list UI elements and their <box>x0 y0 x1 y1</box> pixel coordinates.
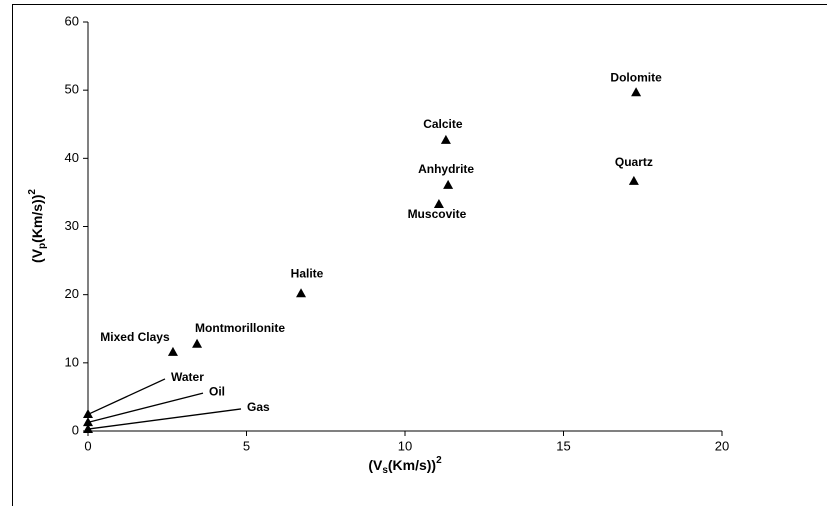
x-tick-label: 20 <box>715 438 729 453</box>
y-tick-label: 50 <box>65 82 79 97</box>
point <box>443 179 454 189</box>
point <box>192 338 203 348</box>
x-tick-label: 5 <box>243 438 250 453</box>
y-tick-label: 60 <box>65 13 79 28</box>
y-tick-label: 10 <box>65 354 79 369</box>
point <box>433 199 444 209</box>
point <box>83 423 93 433</box>
point <box>167 346 178 356</box>
leader-line <box>88 378 166 415</box>
x-tick-label: 15 <box>556 438 570 453</box>
point-label: Water <box>171 370 204 384</box>
x-tick-label: 0 <box>84 438 91 453</box>
y-tick-label: 30 <box>65 218 79 233</box>
x-label-part: (Km/s)) <box>388 457 436 473</box>
y-label-sup: 2 <box>27 189 38 195</box>
x-label-part: (V <box>368 457 383 473</box>
point-label: Halite <box>291 266 324 280</box>
point-label: Anhydrite <box>418 162 474 176</box>
y-tick-label: 0 <box>72 422 79 437</box>
leader-line <box>88 408 242 430</box>
y-label-sub: p <box>37 243 48 249</box>
leader-line <box>88 392 204 423</box>
y-label-part: (Km/s)) <box>29 195 45 243</box>
point-label: Quartz <box>615 155 653 169</box>
point-label: Calcite <box>423 117 463 131</box>
point-label: Muscovite <box>408 207 467 221</box>
x-tick-label: 10 <box>398 438 412 453</box>
point-label: Gas <box>247 400 270 414</box>
point <box>440 134 451 144</box>
x-axis-label: (Vs(Km/s))2 <box>368 455 442 476</box>
y-tick-label: 40 <box>65 150 79 165</box>
point-label: Montmorillonite <box>195 321 285 335</box>
y-label-part: (V <box>29 248 45 263</box>
point <box>296 288 307 298</box>
point-label: Mixed Clays <box>100 330 170 344</box>
x-label-sup: 2 <box>436 455 442 466</box>
y-tick-label: 20 <box>65 286 79 301</box>
point-label: Oil <box>209 384 225 398</box>
point-label: Dolomite <box>610 70 662 84</box>
frame <box>12 4 827 506</box>
point <box>83 408 93 418</box>
point <box>83 417 93 427</box>
point <box>631 87 642 97</box>
point <box>628 175 639 185</box>
y-axis-label: (Vp(Km/s))2 <box>27 189 48 263</box>
x-label-sub: s <box>382 465 388 476</box>
